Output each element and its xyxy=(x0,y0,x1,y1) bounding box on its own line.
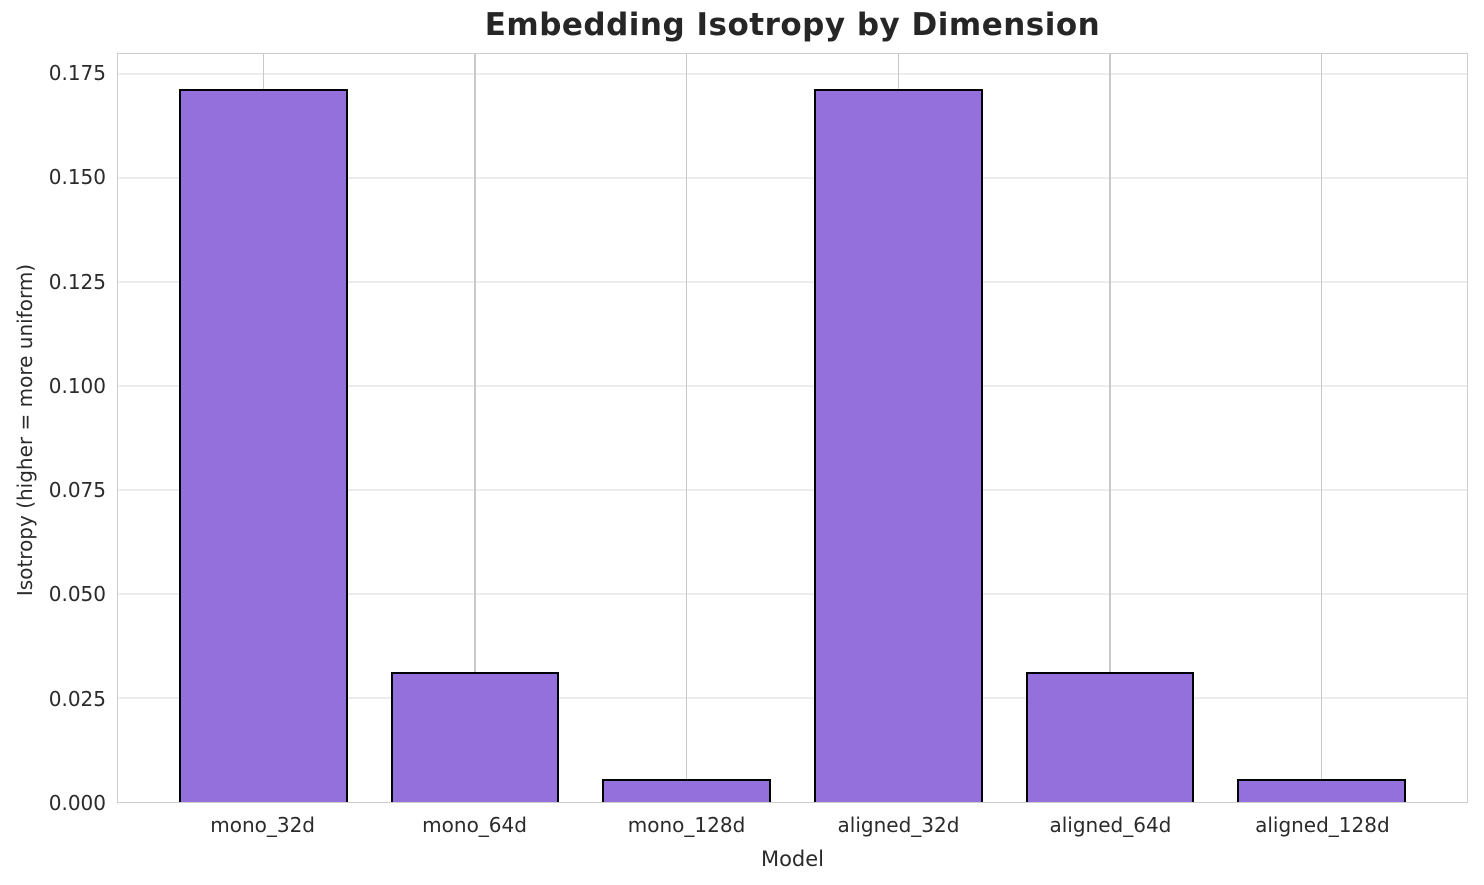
y-tick-label: 0.075 xyxy=(48,478,106,503)
bar-mono_64d xyxy=(390,672,560,802)
y-gridline xyxy=(118,73,1467,75)
y-tick-label: 0.025 xyxy=(48,686,106,711)
y-tick-label: 0.150 xyxy=(48,165,106,190)
y-axis-label: Isotropy (higher = more uniform) xyxy=(13,263,37,597)
bar-mono_128d xyxy=(602,779,772,802)
y-gridline xyxy=(118,281,1467,283)
y-gridline xyxy=(118,489,1467,491)
y-gridline xyxy=(118,697,1467,699)
x-tick-label: mono_128d xyxy=(627,813,746,837)
bar-aligned_32d xyxy=(813,88,983,802)
y-gridline xyxy=(118,593,1467,595)
x-gridline xyxy=(685,54,688,802)
x-tick-label: aligned_64d xyxy=(1049,813,1172,837)
y-tick-label: 0.000 xyxy=(48,791,106,815)
y-gridline xyxy=(118,177,1467,179)
x-gridline xyxy=(474,54,476,802)
bar-aligned_64d xyxy=(1025,672,1195,802)
y-tick-label: 0.050 xyxy=(48,582,106,607)
x-gridline xyxy=(1320,54,1323,802)
x-tick-label: mono_64d xyxy=(422,813,527,837)
chart-title: Embedding Isotropy by Dimension xyxy=(484,7,1101,43)
bar-mono_32d xyxy=(178,88,348,802)
y-tick-label: 0.175 xyxy=(48,61,106,86)
y-gridline xyxy=(118,385,1467,387)
bar-aligned_128d xyxy=(1237,779,1407,802)
y-tick-label: 0.125 xyxy=(48,269,106,294)
x-tick-label: aligned_32d xyxy=(837,813,960,837)
x-tick-label: mono_32d xyxy=(210,813,315,837)
x-tick-label: aligned_128d xyxy=(1255,813,1390,837)
y-tick-label: 0.100 xyxy=(48,373,106,398)
y-tick-labels: 0.000 0.025 0.050 0.075 0.100 0.125 0.150 0.175 xyxy=(0,53,106,815)
x-gridline xyxy=(1109,54,1111,802)
x-tick-labels: mono_32d mono_64d mono_128d aligned_32d alig… xyxy=(117,813,1468,841)
plot-area xyxy=(117,53,1468,803)
x-axis-label: Model xyxy=(760,847,825,871)
